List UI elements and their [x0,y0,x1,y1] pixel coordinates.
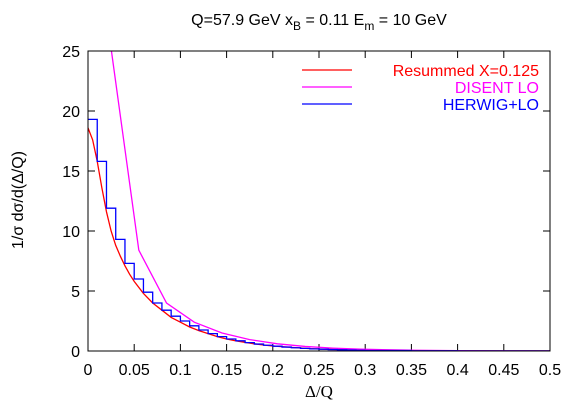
legend-label-1: DISENT LO [455,80,539,97]
chart-title-text: Q=57.9 GeV xB = 0.11 Em = 10 GeV [191,12,447,33]
title-sub-2: m [364,19,374,33]
title-part-3: = 10 GeV [374,12,447,29]
y-tick-label: 25 [62,44,80,61]
title-part-2: = 0.11 E [301,12,364,29]
x-tick-label: 0.3 [354,362,376,379]
series-line-0 [88,127,550,351]
chart-title: Q=57.9 GeV xB = 0.11 Em = 10 GeV [191,12,447,33]
x-tick-label: 0.15 [211,362,242,379]
x-tick-label: 0.45 [488,362,519,379]
title-part-1: Q=57.9 GeV x [191,12,293,29]
x-ticks: 0 0.05 0.1 0.15 0.2 0.25 0.3 0.35 0.4 0.45 0.5 [84,51,561,379]
x-axis-label: Δ/Q [305,382,333,401]
x-tick-label: 0.35 [396,362,427,379]
x-tick-label: 0.5 [539,362,561,379]
y-tick-label: 0 [71,344,80,361]
y-axis-label: 1/σ dσ/d(Δ/Q) [10,151,27,249]
y-tick-label: 15 [62,164,80,181]
y-tick-label: 10 [62,224,80,241]
y-tick-label: 20 [62,104,80,121]
x-tick-label: 0.2 [262,362,284,379]
x-tick-label: 0 [84,362,93,379]
x-tick-label: 0.05 [119,362,150,379]
y-ticks: 0 5 10 15 20 25 [62,44,550,361]
legend-label-2: HERWIG+LO [443,97,539,114]
y-tick-label: 5 [71,284,80,301]
plot-frame [87,50,551,352]
x-tick-label: 0.4 [446,362,468,379]
series-line-2 [88,118,550,351]
x-tick-label: 0.1 [169,362,191,379]
x-tick-label: 0.25 [303,362,334,379]
title-sub-1: B [293,19,301,33]
legend-label-0: Resummed X=0.125 [393,63,539,80]
